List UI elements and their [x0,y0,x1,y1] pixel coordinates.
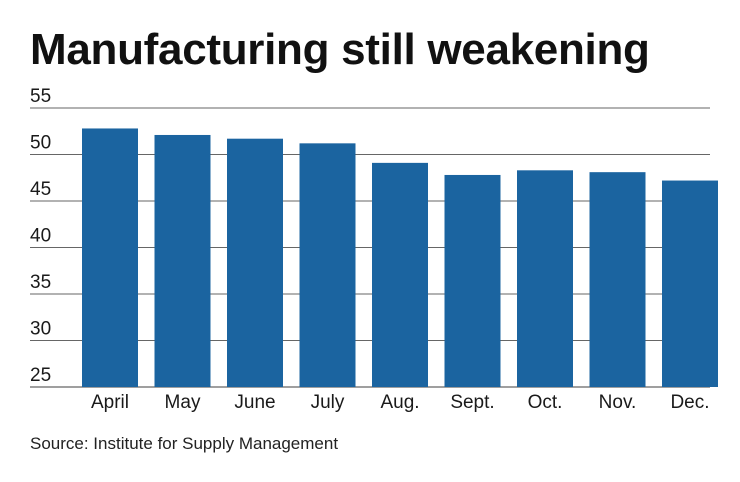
x-category-label: April [91,392,129,413]
bar-june [227,138,283,387]
y-tick-label: 50 [30,133,51,154]
bars [82,128,718,387]
bar-aug [372,162,428,387]
x-axis-category-labels: April May June July Aug. Sept. Oct. Nov. Dec. [91,392,710,413]
y-tick-label: 25 [30,365,51,386]
bar-nov [589,172,646,387]
y-tick-label: 45 [30,179,51,200]
bar-april [82,128,138,387]
y-tick-label: 35 [30,272,51,293]
x-category-label: June [234,392,275,413]
x-category-label: July [311,392,345,413]
x-category-label: Oct. [528,392,563,413]
x-category-label: Aug. [380,392,419,413]
y-tick-label: 40 [30,226,51,247]
source-note: Source: Institute for Supply Management [30,434,339,453]
bar-oct [517,170,573,387]
x-category-label: May [165,392,201,413]
bar-chart: 25 30 35 40 45 50 55 April May June July Aug. Sept.… [30,86,718,413]
x-category-label: Dec. [670,392,709,413]
bar-dec [662,180,718,387]
y-tick-label: 30 [30,319,51,340]
x-category-label: Sept. [450,392,494,413]
y-tick-label: 55 [30,86,51,107]
gridlines [30,107,710,388]
bar-may [154,134,211,387]
bar-july [299,143,356,387]
bar-sept [444,174,501,387]
x-category-label: Nov. [599,392,637,413]
y-axis-tick-labels: 25 30 35 40 45 50 55 [30,86,51,386]
chart-title: Manufacturing still weakening [30,25,650,74]
